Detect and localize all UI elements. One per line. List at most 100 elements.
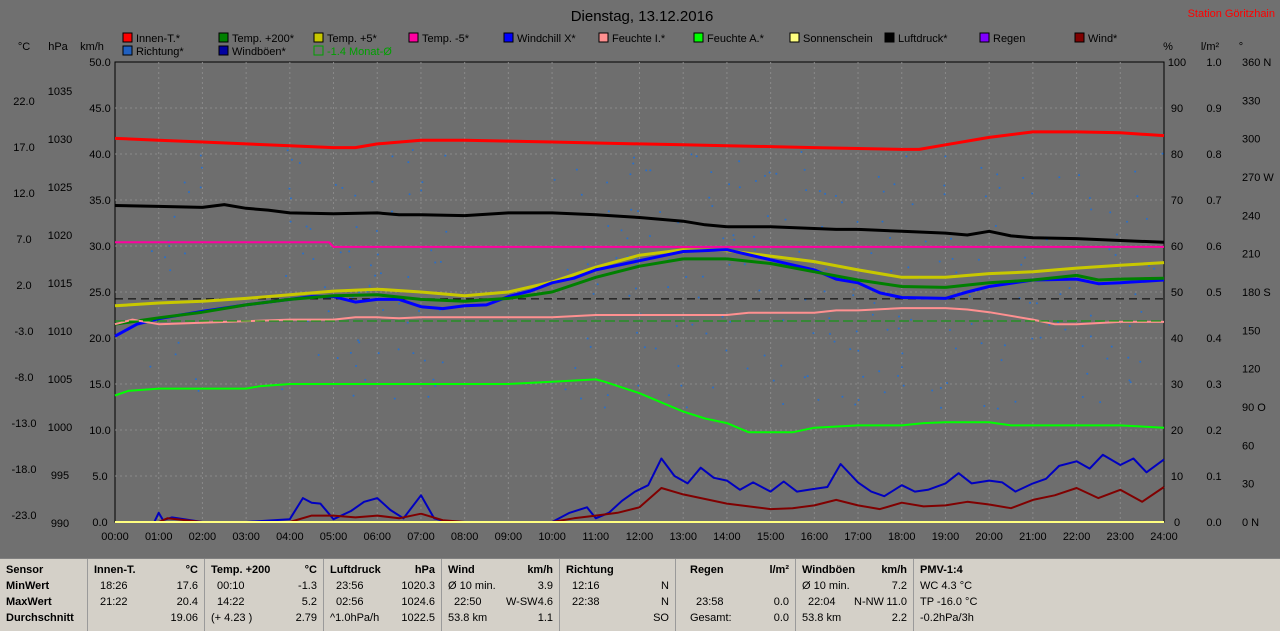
- series-line: [114, 257, 1165, 326]
- y-tick-label: 1035: [48, 86, 72, 98]
- y-tick-label: 12.0: [13, 188, 34, 200]
- x-tick-label: 05:00: [320, 531, 348, 543]
- direction-dot: [1031, 337, 1034, 340]
- direction-dot: [996, 407, 999, 410]
- direction-dot: [1048, 323, 1051, 326]
- y-tick-label: -18.0: [11, 464, 36, 476]
- direction-dot: [931, 389, 934, 392]
- direction-dot: [828, 317, 831, 320]
- direction-dot: [948, 329, 951, 332]
- stats-col-wind: Wind km/h Ø 10 min. 3.9 22:50 W-SW 4.6 53.8 …: [442, 559, 560, 631]
- stats-unit-innen: °C: [185, 564, 198, 576]
- direction-dot: [589, 345, 592, 348]
- y-tick-label: 30: [1171, 379, 1183, 391]
- weather-chart: Dienstag, 13.12.2016 Station Göritzhain …: [0, 0, 1280, 558]
- y-tick-label: 1025: [48, 182, 72, 194]
- stats-head-wind: Wind: [448, 564, 475, 576]
- direction-dot: [648, 234, 651, 237]
- direction-dot: [1068, 287, 1071, 290]
- direction-dot: [732, 234, 735, 237]
- direction-dot: [355, 364, 358, 367]
- direction-dot: [1023, 256, 1026, 259]
- direction-dot: [1059, 293, 1062, 296]
- direction-dot: [1064, 328, 1067, 331]
- y-tick-label: 2.0: [16, 280, 31, 292]
- x-tick-label: 22:00: [1063, 531, 1091, 543]
- direction-dot: [200, 166, 203, 169]
- direction-dot: [168, 244, 171, 247]
- direction-dot: [341, 186, 344, 189]
- x-tick-label: 13:00: [669, 531, 697, 543]
- direction-dot: [643, 346, 646, 349]
- direction-dot: [890, 269, 893, 272]
- legend-swatch: [884, 32, 895, 43]
- direction-dot: [900, 366, 903, 369]
- direction-dot: [1128, 324, 1131, 327]
- stats-col-windboeen: Windböen km/h Ø 10 min. 7.2 22:04 N-NW 11.0 …: [796, 559, 914, 631]
- y-tick-label: 120: [1242, 364, 1260, 376]
- direction-dot: [834, 194, 837, 197]
- direction-dot: [1078, 174, 1081, 177]
- direction-dot: [407, 275, 410, 278]
- legend-label: Temp. -5*: [422, 33, 470, 45]
- direction-dot: [695, 155, 698, 158]
- direction-dot: [911, 203, 914, 206]
- direction-dot: [393, 397, 396, 400]
- x-tick-label: 12:00: [626, 531, 654, 543]
- direction-dot: [870, 252, 873, 255]
- direction-dot: [883, 391, 886, 394]
- direction-dot: [889, 236, 892, 239]
- y-tick-label: 90 O: [1242, 402, 1266, 414]
- direction-dot: [302, 252, 305, 255]
- direction-dot: [667, 394, 670, 397]
- stats-label: 53.8 km: [802, 612, 842, 624]
- y-tick-label: 60: [1171, 241, 1183, 253]
- x-tick-label: 20:00: [975, 531, 1003, 543]
- direction-dot: [1089, 335, 1092, 338]
- direction-dot: [183, 252, 186, 255]
- direction-dot: [423, 359, 426, 362]
- direction-dot: [607, 210, 610, 213]
- stats-head-richtung: Richtung: [566, 564, 614, 576]
- direction-dot: [1020, 263, 1023, 266]
- direction-dot: [285, 275, 288, 278]
- y-tick-label: 300: [1242, 134, 1260, 146]
- axis-header-celsius: °C: [18, 41, 30, 53]
- direction-dot: [357, 291, 360, 294]
- direction-dot: [564, 388, 567, 391]
- legend-label: Windchill X*: [517, 33, 576, 45]
- direction-dot: [312, 258, 315, 261]
- direction-dot: [586, 337, 589, 340]
- x-tick-label: 14:00: [713, 531, 741, 543]
- legend: Innen-T.* Temp. +200* Temp. +5* Temp. -5* Wi…: [122, 32, 1118, 58]
- direction-dot: [323, 286, 326, 289]
- direction-dot: [286, 149, 289, 152]
- legend-swatch: [408, 32, 419, 43]
- direction-dot: [849, 348, 852, 351]
- direction-dot: [1022, 176, 1025, 179]
- direction-dot: [946, 382, 949, 385]
- direction-dot: [369, 264, 372, 267]
- stats-col-richtung: Richtung 12:16 N 22:38 N SO: [560, 559, 676, 631]
- direction-dot: [1029, 301, 1032, 304]
- stats-unit-temp200: °C: [304, 564, 317, 576]
- direction-dot: [803, 168, 806, 171]
- stats-time: 22:50: [454, 596, 482, 608]
- direction-dot: [281, 388, 284, 391]
- direction-dot: [685, 275, 688, 278]
- direction-dot: [677, 364, 680, 367]
- direction-dot: [421, 181, 424, 184]
- direction-dot: [1110, 345, 1113, 348]
- y-tick-label: 0.8: [1206, 149, 1221, 161]
- direction-dot: [358, 341, 361, 344]
- direction-dot: [708, 196, 711, 199]
- stats-time: 23:58: [696, 596, 724, 608]
- direction-dot: [780, 364, 783, 367]
- y-tick-label: 50.0: [89, 57, 110, 69]
- y-tick-label: 1010: [48, 326, 72, 338]
- direction-dot: [994, 224, 997, 227]
- stats-note: ^1.0hPa/h: [330, 612, 380, 624]
- direction-dot: [1106, 357, 1109, 360]
- direction-dot: [691, 323, 694, 326]
- direction-dot: [977, 258, 980, 261]
